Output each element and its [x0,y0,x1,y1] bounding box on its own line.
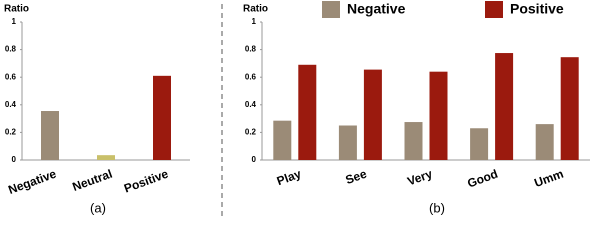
legend-label: Negative [347,1,406,17]
x-tick-label: Very [405,167,434,189]
bar [404,122,423,160]
bar [495,53,514,160]
legend-label: Positive [510,1,564,17]
bar [97,155,115,160]
y-tick-label: 0 [252,155,257,164]
bar [153,75,171,160]
page: Ratio 0 0.2 0.4 0.6 0.8 1 Negative Neutral Positi… [4,0,590,216]
y-tick-label: 0 [12,155,17,164]
y-tick-label: 0.8 [5,45,17,54]
x-tick-label: Play [275,167,303,189]
y-tick-label: 1 [12,17,17,26]
x-tick-label: Good [465,167,499,191]
bar [470,128,489,160]
legend-swatch [485,1,503,18]
bar [363,69,382,160]
bar [338,125,357,160]
bar [535,124,554,160]
bar [560,57,579,160]
x-tick-label: Umm [532,167,565,190]
caption: (a) [90,200,106,215]
bar [298,64,317,160]
y-tick-label: 0.6 [5,72,17,81]
y-tick-label: 0.2 [5,128,17,137]
bar [273,120,292,160]
y-tick-label: 1 [252,17,257,26]
bar [429,71,448,160]
y-tick-label: 0.6 [245,72,257,81]
y-tick-label: 0.4 [245,100,257,109]
bar [41,111,59,160]
y-axis-label: Ratio [243,4,268,15]
x-tick-label: Neutral [70,167,114,194]
y-tick-label: 0.8 [245,45,257,54]
legend-swatch [322,1,340,18]
x-tick-label: See [344,167,369,188]
x-tick-label: Negative [6,167,58,197]
y-axis-label: Ratio [4,4,29,15]
figure: Ratio 0 0.2 0.4 0.6 0.8 1 Negative Neutral Positi… [4,1,590,216]
y-tick-label: 0.4 [5,100,17,109]
y-tick-label: 0.2 [245,128,257,137]
caption: (b) [429,200,445,215]
x-tick-label: Positive [122,167,170,196]
